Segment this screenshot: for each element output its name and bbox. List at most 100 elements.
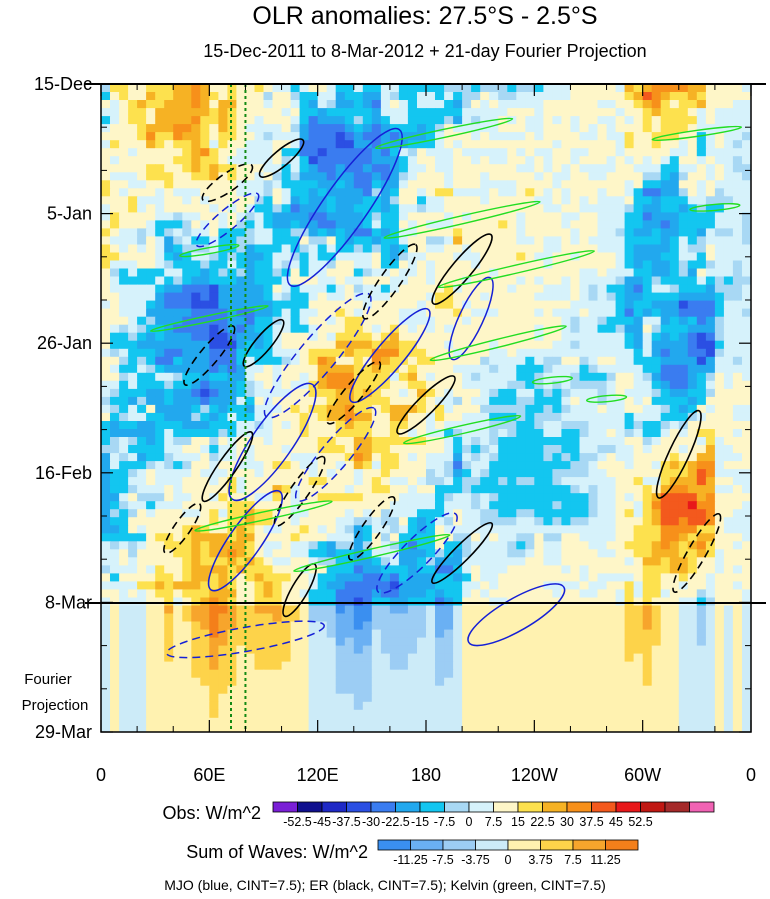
anomaly-cell	[335, 597, 346, 607]
anomaly-cell	[705, 260, 716, 270]
anomaly-cell	[398, 204, 409, 213]
anomaly-cell	[182, 356, 192, 366]
anomaly-cell	[317, 260, 328, 270]
anomaly-cell	[380, 116, 391, 125]
anomaly-cell	[742, 268, 751, 278]
anomaly-cell	[110, 509, 120, 518]
anomaly-cell	[236, 412, 246, 422]
anomaly-cell	[633, 356, 644, 366]
anomaly-cell	[660, 100, 671, 109]
anomaly-cell	[435, 244, 445, 254]
anomaly-cell	[263, 132, 274, 141]
anomaly-cell	[182, 557, 192, 566]
anomaly-cell	[705, 605, 716, 615]
anomaly-cell	[435, 493, 445, 502]
anomaly-cell	[317, 124, 328, 133]
anomaly-cell	[191, 437, 201, 446]
anomaly-cell	[642, 228, 653, 237]
anomaly-cell	[651, 372, 662, 382]
anomaly-cell	[552, 236, 562, 245]
anomaly-cell	[128, 380, 138, 390]
anomaly-cell	[615, 629, 626, 639]
anomaly-cell	[254, 364, 265, 374]
anomaly-cell	[407, 236, 418, 245]
anomaly-cell	[344, 92, 355, 101]
anomaly-cell	[182, 629, 192, 639]
anomaly-cell	[182, 613, 192, 623]
anomaly-cell	[651, 252, 662, 262]
anomaly-cell	[732, 348, 743, 358]
anomaly-cell	[290, 421, 301, 430]
anomaly-cell	[462, 164, 472, 173]
anomaly-cell	[299, 453, 310, 462]
anomaly-cell	[335, 140, 346, 149]
anomaly-cell	[489, 372, 499, 382]
anomaly-cell	[308, 172, 319, 181]
anomaly-cell	[155, 437, 165, 446]
anomaly-cell	[371, 421, 382, 430]
anomaly-cell	[498, 525, 508, 534]
anomaly-cell	[281, 316, 292, 326]
anomaly-cell	[299, 260, 310, 270]
anomaly-cell	[362, 557, 373, 566]
anomaly-cell	[308, 549, 319, 558]
anomaly-cell	[200, 220, 210, 229]
anomaly-cell	[534, 172, 544, 181]
anomaly-cell	[498, 140, 508, 149]
anomaly-cell	[651, 437, 662, 446]
anomaly-cell	[182, 437, 192, 446]
anomaly-cell	[380, 461, 391, 470]
anomaly-cell	[714, 412, 725, 422]
anomaly-cell	[317, 340, 328, 350]
anomaly-cell	[227, 453, 237, 462]
anomaly-cell	[227, 124, 237, 133]
anomaly-cell	[498, 501, 508, 510]
anomaly-cell	[723, 533, 734, 542]
anomaly-cell	[444, 324, 454, 334]
anomaly-cell	[236, 437, 246, 446]
anomaly-cell	[407, 108, 418, 117]
anomaly-cell	[128, 292, 138, 302]
anomaly-cell	[335, 148, 346, 157]
anomaly-cell	[128, 461, 138, 470]
anomaly-cell	[263, 380, 274, 390]
anomaly-cell	[696, 453, 707, 462]
anomaly-cell	[227, 100, 237, 109]
anomaly-cell	[254, 613, 265, 623]
anomaly-cell	[254, 637, 265, 647]
anomaly-cell	[516, 236, 526, 245]
anomaly-cell	[462, 525, 472, 534]
anomaly-cell	[263, 356, 274, 366]
anomaly-cell	[742, 364, 751, 374]
anomaly-cell	[191, 132, 201, 141]
anomaly-cell	[227, 581, 237, 590]
anomaly-cell	[552, 565, 562, 574]
anomaly-cell	[471, 445, 481, 454]
anomaly-cell	[561, 581, 571, 590]
anomaly-cell	[137, 124, 147, 133]
anomaly-cell	[362, 236, 373, 245]
anomaly-cell	[687, 252, 698, 262]
anomaly-cell	[714, 364, 725, 374]
anomaly-cell	[389, 581, 400, 590]
anomaly-cell	[335, 573, 346, 582]
anomaly-cell	[624, 252, 635, 262]
anomaly-cell	[371, 212, 382, 221]
anomaly-cell	[742, 212, 751, 221]
anomaly-cell	[335, 469, 346, 478]
anomaly-cell	[407, 180, 418, 189]
anomaly-cell	[426, 132, 436, 141]
anomaly-cell	[525, 292, 535, 302]
anomaly-cell	[732, 557, 743, 566]
anomaly-cell	[705, 493, 716, 502]
anomaly-cell	[462, 356, 472, 366]
anomaly-cell	[570, 164, 580, 173]
anomaly-cell	[742, 380, 751, 390]
anomaly-cell	[371, 276, 382, 286]
anomaly-cell	[678, 605, 689, 615]
anomaly-cell	[344, 380, 355, 390]
anomaly-cell	[353, 621, 364, 631]
anomaly-cell	[723, 316, 734, 326]
anomaly-cell	[660, 156, 671, 165]
anomaly-cell	[146, 188, 156, 197]
